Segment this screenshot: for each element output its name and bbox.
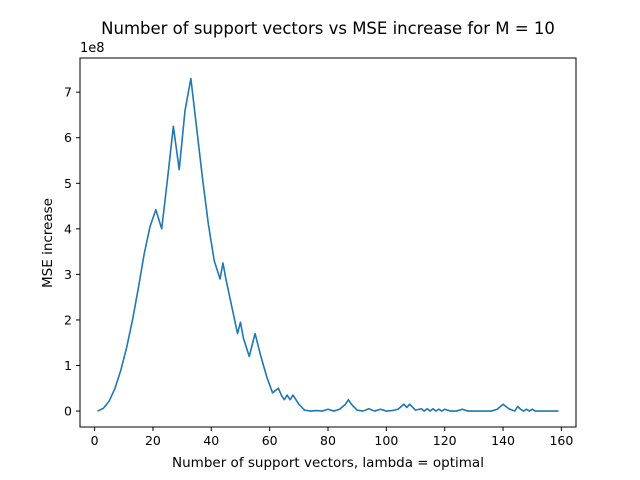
x-tick-label: 80: [320, 433, 336, 448]
x-tick-label: 120: [433, 433, 457, 448]
x-tick-label: 100: [374, 433, 398, 448]
y-tick-label: 6: [64, 130, 72, 145]
y-tick-label: 1: [64, 358, 72, 373]
plot-area: 0 20 40 60 80 100 120 140 160 0 1 2 3 4 5 6 7: [64, 57, 577, 448]
series-line: [97, 77, 559, 412]
y-tick-label: 2: [64, 312, 72, 327]
x-tick-label: 160: [549, 433, 573, 448]
x-axis-ticks: 0 20 40 60 80 100 120 140 160: [91, 427, 573, 448]
y-tick-label: 3: [64, 267, 72, 282]
y-tick-label: 4: [64, 221, 72, 236]
y-tick-label: 0: [64, 404, 72, 419]
x-tick-label: 140: [491, 433, 515, 448]
x-tick-label: 40: [203, 433, 219, 448]
y-axis-label: MSE increase: [40, 198, 56, 288]
x-axis-label: Number of support vectors, lambda = opti…: [172, 455, 484, 471]
y-offset-label: 1e8: [80, 41, 105, 56]
axes-frame: [79, 57, 577, 428]
y-axis-ticks: 0 1 2 3 4 5 6 7: [64, 85, 80, 419]
x-tick-label: 60: [262, 433, 278, 448]
chart-title: Number of support vectors vs MSE increas…: [101, 19, 555, 38]
y-tick-label: 5: [64, 176, 72, 191]
x-tick-label: 0: [91, 433, 99, 448]
y-tick-label: 7: [64, 85, 72, 100]
x-tick-label: 20: [145, 433, 161, 448]
